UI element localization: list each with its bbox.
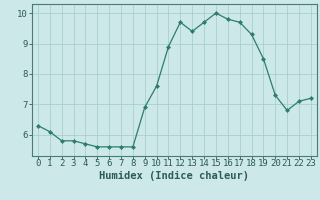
X-axis label: Humidex (Indice chaleur): Humidex (Indice chaleur) bbox=[100, 171, 249, 181]
